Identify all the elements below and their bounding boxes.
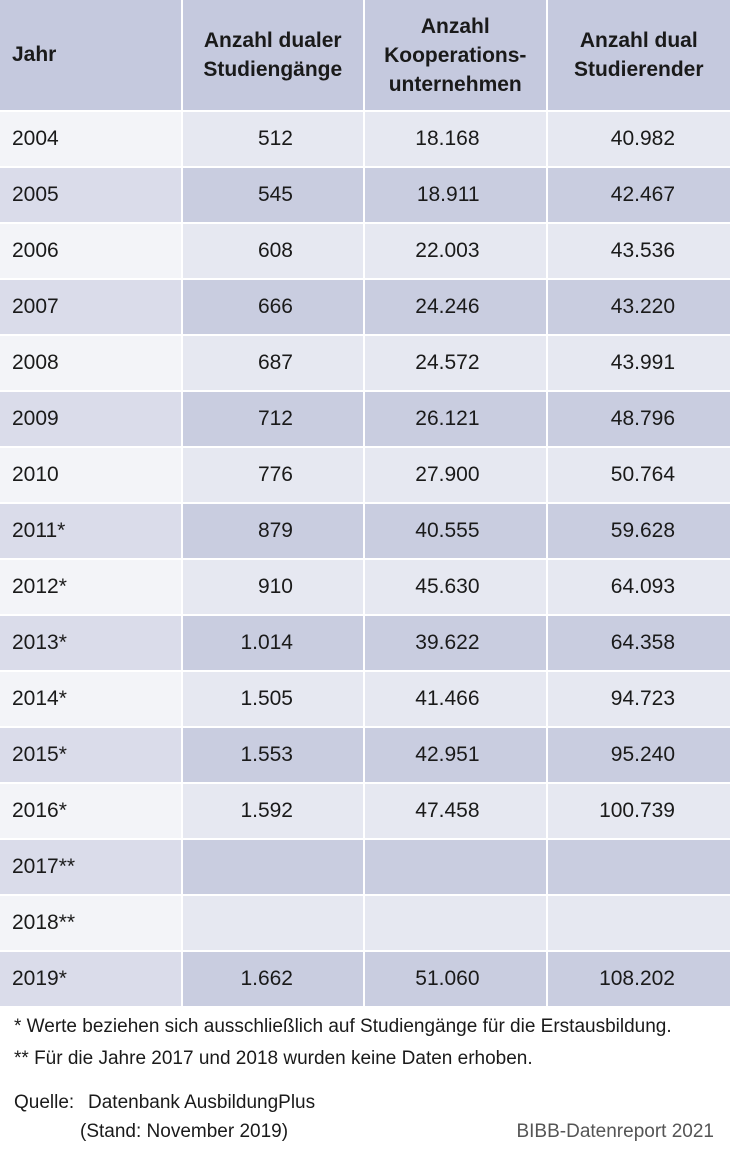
year-cell: 2010 (0, 448, 183, 504)
year-cell: 2007 (0, 280, 183, 336)
value-cell: 39.622 (365, 616, 548, 672)
table-row: 2015* 1.553 42.951 95.240 (0, 728, 730, 784)
table-row: 2016* 1.592 47.458 100.739 (0, 784, 730, 840)
value-cell: 18.168 (365, 112, 548, 168)
value-cell: 910 (182, 560, 365, 616)
value-cell: 48.796 (547, 392, 730, 448)
value-cell: 776 (182, 448, 365, 504)
value-cell: 27.900 (365, 448, 548, 504)
table-row: 2018** (0, 896, 730, 952)
table-row: 2005 545 18.911 42.467 (0, 168, 730, 224)
value-cell: 43.536 (547, 224, 730, 280)
value-cell: 545 (182, 168, 365, 224)
year-cell: 2012* (0, 560, 183, 616)
value-cell: 40.555 (365, 504, 548, 560)
value-cell: 608 (182, 224, 365, 280)
value-cell: 50.764 (547, 448, 730, 504)
table-row: 2010 776 27.900 50.764 (0, 448, 730, 504)
table-row: 2007 666 24.246 43.220 (0, 280, 730, 336)
value-cell: 94.723 (547, 672, 730, 728)
year-cell: 2015* (0, 728, 183, 784)
value-cell: 42.467 (547, 168, 730, 224)
value-cell: 1.662 (182, 952, 365, 1008)
value-cell: 45.630 (365, 560, 548, 616)
year-cell: 2004 (0, 112, 183, 168)
value-cell: 666 (182, 280, 365, 336)
value-cell: 26.121 (365, 392, 548, 448)
year-cell: 2018** (0, 896, 183, 952)
value-cell: 95.240 (547, 728, 730, 784)
table-row: 2006 608 22.003 43.536 (0, 224, 730, 280)
credit: BIBB-Datenreport 2021 (516, 1121, 714, 1142)
year-cell: 2009 (0, 392, 183, 448)
value-cell: 64.093 (547, 560, 730, 616)
year-cell: 2017** (0, 840, 183, 896)
table-row: 2011* 879 40.555 59.628 (0, 504, 730, 560)
table-row: 2009 712 26.121 48.796 (0, 392, 730, 448)
year-cell: 2006 (0, 224, 183, 280)
value-cell: 108.202 (547, 952, 730, 1008)
value-cell: 24.572 (365, 336, 548, 392)
value-cell (547, 896, 730, 952)
year-cell: 2005 (0, 168, 183, 224)
value-cell: 18.911 (365, 168, 548, 224)
data-table: Jahr Anzahl dualer Studiengänge Anzahl Koo… (0, 0, 730, 1008)
source-text: (Stand: November 2019) (80, 1121, 289, 1142)
year-cell: 2013* (0, 616, 183, 672)
header-cell: Anzahl Kooperations- unternehmen (365, 0, 548, 112)
value-cell: 64.358 (547, 616, 730, 672)
table-row: 2014* 1.505 41.466 94.723 (0, 672, 730, 728)
value-cell (182, 840, 365, 896)
value-cell: 1.592 (182, 784, 365, 840)
table-row: 2012* 910 45.630 64.093 (0, 560, 730, 616)
value-cell: 24.246 (365, 280, 548, 336)
source-label: Quelle: (14, 1092, 75, 1113)
header-cell: Anzahl dualer Studiengänge (182, 0, 365, 112)
value-cell (182, 896, 365, 952)
header-cell: Anzahl dual Studierender (547, 0, 730, 112)
value-cell: 1.014 (182, 616, 365, 672)
value-cell: 43.220 (547, 280, 730, 336)
value-cell (365, 840, 548, 896)
value-cell: 1.505 (182, 672, 365, 728)
value-cell: 43.991 (547, 336, 730, 392)
year-cell: 2011* (0, 504, 183, 560)
value-cell: 42.951 (365, 728, 548, 784)
value-cell (547, 840, 730, 896)
header-cell: Jahr (0, 0, 183, 112)
table-row: 2004 512 18.168 40.982 (0, 112, 730, 168)
value-cell (365, 896, 548, 952)
value-cell: 100.739 (547, 784, 730, 840)
table-body: 2004 512 18.168 40.982 2005 545 18.911 42.467 20… (0, 112, 730, 1008)
footnote: ** Für die Jahre 2017 und 2018 wurden ke… (14, 1048, 533, 1069)
value-cell: 879 (182, 504, 365, 560)
value-cell: 59.628 (547, 504, 730, 560)
year-cell: 2014* (0, 672, 183, 728)
table-row: 2008 687 24.572 43.991 (0, 336, 730, 392)
value-cell: 687 (182, 336, 365, 392)
header-row: Jahr Anzahl dualer Studiengänge Anzahl Koo… (0, 0, 730, 112)
value-cell: 1.553 (182, 728, 365, 784)
value-cell: 712 (182, 392, 365, 448)
year-cell: 2016* (0, 784, 183, 840)
value-cell: 22.003 (365, 224, 548, 280)
value-cell: 40.982 (547, 112, 730, 168)
table-row: 2017** (0, 840, 730, 896)
source-text: Datenbank AusbildungPlus (88, 1092, 316, 1113)
table-row: 2019* 1.662 51.060 108.202 (0, 952, 730, 1008)
year-cell: 2019* (0, 952, 183, 1008)
table-row: 2013* 1.014 39.622 64.358 (0, 616, 730, 672)
value-cell: 512 (182, 112, 365, 168)
value-cell: 47.458 (365, 784, 548, 840)
year-cell: 2008 (0, 336, 183, 392)
footnote: * Werte beziehen sich ausschließlich auf… (14, 1016, 672, 1037)
value-cell: 41.466 (365, 672, 548, 728)
value-cell: 51.060 (365, 952, 548, 1008)
